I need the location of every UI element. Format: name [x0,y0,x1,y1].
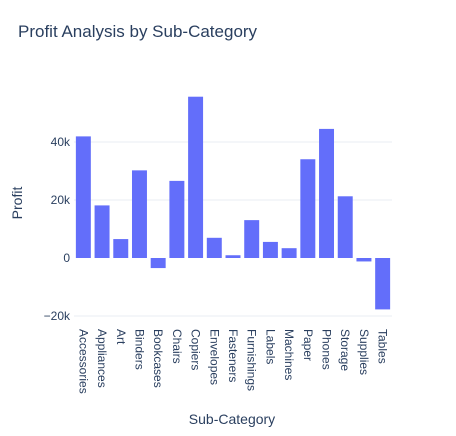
bar-accessories[interactable] [75,136,91,258]
y-tick-label: 20k [51,193,71,207]
x-tick-label: Labels [263,329,277,364]
bar-fasteners[interactable] [225,255,241,258]
y-tick-label: 0 [63,251,70,265]
x-tick-label: Copiers [189,329,203,370]
bar-envelopes[interactable] [206,237,222,258]
chart-title: Profit Analysis by Sub-Category [18,22,258,41]
y-axis-title: Profit [9,187,25,220]
bars [75,96,391,310]
bar-labels[interactable] [262,241,278,258]
x-tick-label: Supplies [357,329,371,375]
bar-tables[interactable] [375,258,391,310]
x-axis-title: Sub-Category [189,411,275,427]
bar-paper[interactable] [300,159,316,258]
bar-phones[interactable] [319,128,335,258]
x-tick-label: Accessories [76,329,90,394]
bar-supplies[interactable] [356,258,372,262]
x-tick-label: Art [114,329,128,345]
x-tick-label: Machines [282,329,296,380]
x-tick-label: Bookcases [151,329,165,388]
bar-machines[interactable] [281,248,297,258]
bar-art[interactable] [113,239,129,258]
x-tick-label: Envelopes [207,329,221,385]
x-tick-label: Fasteners [226,329,240,382]
x-tick-label: Binders [132,329,146,370]
x-tick-label: Tables [376,329,390,364]
bar-binders[interactable] [131,170,147,258]
x-tick-label: Paper [301,329,315,361]
bar-bookcases[interactable] [150,258,166,269]
y-tick-label: −20k [44,309,71,323]
x-tick-label: Appliances [95,329,109,388]
y-tick-label: 40k [51,135,71,149]
x-tick-label: Storage [338,329,352,371]
bar-storage[interactable] [337,196,353,258]
x-tick-label: Chairs [170,329,184,364]
bar-appliances[interactable] [94,205,110,258]
x-tick-labels: Accessories Appliances Art Binders Bookcases… [76,329,389,394]
y-tick-labels: −20k 0 20k 40k [44,135,71,323]
bar-chairs[interactable] [169,180,185,258]
bar-furnishings[interactable] [244,220,260,258]
x-tick-label: Phones [320,329,334,370]
bar-copiers[interactable] [188,96,204,259]
x-tick-label: Furnishings [245,329,259,391]
